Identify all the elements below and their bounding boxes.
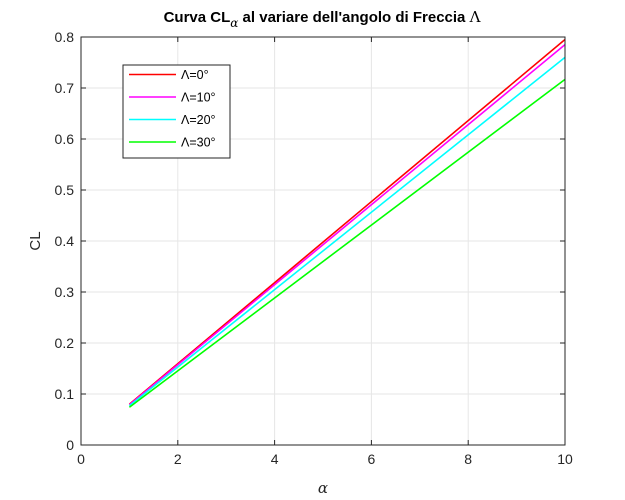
y-tick-label: 0.7 [55, 80, 75, 96]
legend: Λ=0° Λ=10° Λ=20° Λ=30° [122, 64, 231, 159]
series-line-2 [128, 56, 566, 407]
chart-title-prefix: Curva CL [164, 9, 231, 26]
series-line-1 [128, 44, 566, 406]
legend-label-1: Λ=10° [181, 91, 216, 105]
y-tick-label: 0.8 [55, 29, 75, 45]
y-tick-label: 0 [66, 437, 74, 453]
y-tick-label: 0.3 [55, 284, 75, 300]
y-tick-label: 0.1 [55, 386, 75, 402]
x-tick-label: 6 [368, 451, 376, 467]
x-tick-label: 0 [77, 451, 85, 467]
series-line-0 [128, 38, 566, 405]
x-tick-label: 4 [271, 451, 279, 467]
x-axis-label: α [318, 479, 328, 497]
chart-title-subscript: α [230, 16, 238, 30]
y-tick-label: 0.2 [55, 335, 75, 351]
chart-title-symbol: Λ [469, 8, 481, 26]
y-tick-label: 0.4 [55, 233, 75, 249]
chart-title: Curva CLα al variare dell'angolo di Frec… [164, 8, 481, 30]
x-tick-label: 2 [174, 451, 182, 467]
series-line-3 [128, 78, 566, 408]
x-tick-label: 8 [464, 451, 472, 467]
legend-label-0: Λ=0° [181, 68, 209, 82]
x-tick-label: 10 [557, 451, 573, 467]
chart-title-middle: al variare dell'angolo di Freccia [238, 9, 469, 26]
legend-label-2: Λ=20° [181, 113, 216, 127]
y-tick-label: 0.5 [55, 182, 75, 198]
axis-ticks: 0 2 4 6 8 10 0 0.1 0.2 0.3 0.4 0.5 0.6 0.7 0.8 [55, 29, 573, 467]
y-tick-label: 0.6 [55, 131, 75, 147]
y-axis-label: CL [27, 231, 44, 250]
series-lines [128, 38, 566, 408]
legend-label-3: Λ=30° [181, 136, 216, 150]
